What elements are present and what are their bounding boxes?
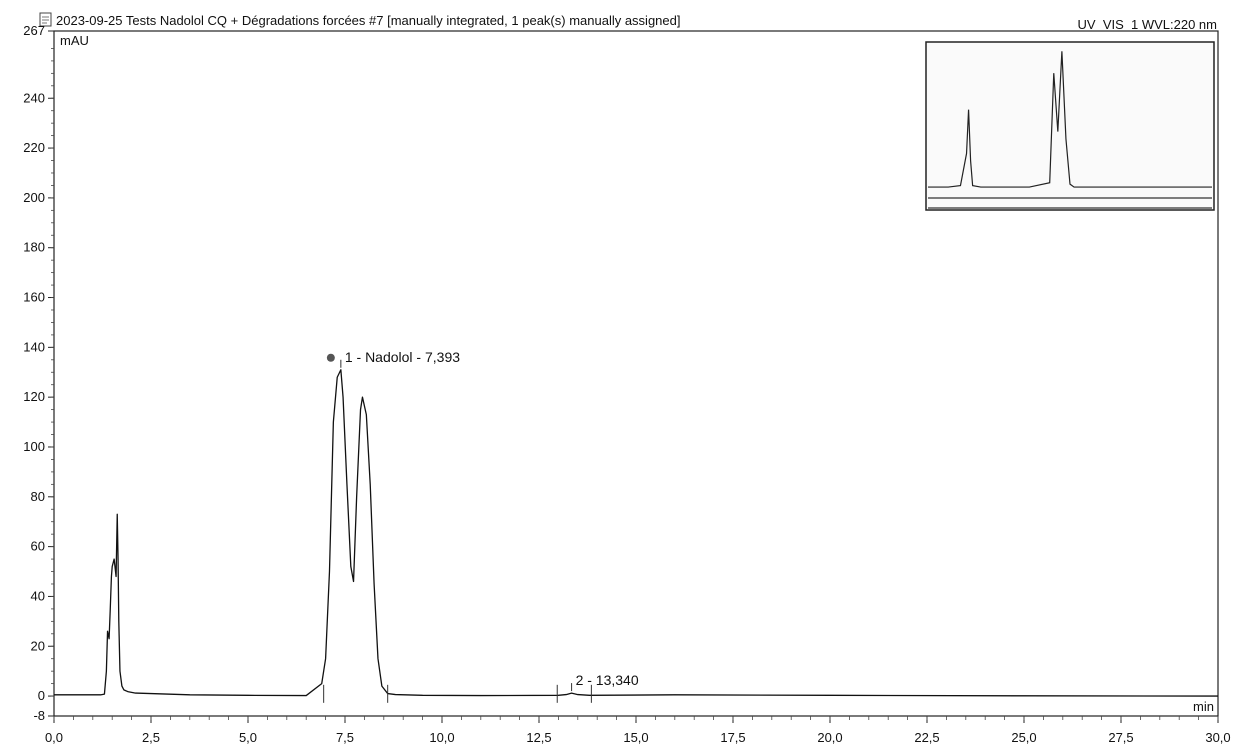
chromatogram-trace xyxy=(54,369,1219,697)
y-tick-label: 0 xyxy=(38,688,45,703)
inset-trace xyxy=(928,51,1212,188)
y-tick-label: 100 xyxy=(23,439,45,454)
y-tick-label: 140 xyxy=(23,339,45,354)
y-tick-label: 40 xyxy=(31,588,45,603)
x-tick-label: 25,0 xyxy=(1011,730,1036,745)
chart-title: 2023-09-25 Tests Nadolol CQ + Dégradatio… xyxy=(56,13,680,28)
x-tick-label: 20,0 xyxy=(817,730,842,745)
y-tick-label: 160 xyxy=(23,290,45,305)
x-tick-label: 30,0 xyxy=(1205,730,1230,745)
y-tick-label: 20 xyxy=(31,638,45,653)
detector-label: UV_VIS_1 WVL:220 nm xyxy=(1078,17,1217,32)
x-tick-label: 7,5 xyxy=(336,730,354,745)
y-tick-label: 120 xyxy=(23,389,45,404)
y-tick-label: -8 xyxy=(33,708,45,723)
x-tick-label: 15,0 xyxy=(623,730,648,745)
x-tick-label: 0,0 xyxy=(45,730,63,745)
peak-label: 2 - 13,340 xyxy=(576,672,639,688)
y-tick-label: 60 xyxy=(31,539,45,554)
y-axis-label: mAU xyxy=(60,33,89,48)
x-axis-label: min xyxy=(1193,699,1214,714)
y-tick-label: 220 xyxy=(23,140,45,155)
x-tick-label: 10,0 xyxy=(429,730,454,745)
peak-label: 1 - Nadolol - 7,393 xyxy=(345,349,460,365)
x-tick-label: 2,5 xyxy=(142,730,160,745)
manual-assignment-icon xyxy=(326,353,335,362)
y-axis: -8 0 20 40 60 80 100 120 140 160 180 200 220 240 267 xyxy=(23,23,54,723)
x-tick-label: 27,5 xyxy=(1108,730,1133,745)
x-tick-label: 22,5 xyxy=(914,730,939,745)
y-tick-label: 267 xyxy=(23,23,45,38)
y-tick-label: 200 xyxy=(23,190,45,205)
x-tick-label: 12,5 xyxy=(526,730,551,745)
inset-overview xyxy=(925,41,1215,211)
plot-area: 1 - Nadolol - 7,393 2 - 13,340 xyxy=(54,349,1219,703)
y-tick-label: 180 xyxy=(23,240,45,255)
x-tick-label: 17,5 xyxy=(720,730,745,745)
document-icon xyxy=(39,12,52,27)
y-tick-label: 240 xyxy=(23,90,45,105)
x-axis: 0,0 2,5 5,0 7,5 10,0 12,5 15,0 17,5 20,0 22,5 25,0… xyxy=(45,716,1231,745)
y-tick-label: 80 xyxy=(31,489,45,504)
x-tick-label: 5,0 xyxy=(239,730,257,745)
